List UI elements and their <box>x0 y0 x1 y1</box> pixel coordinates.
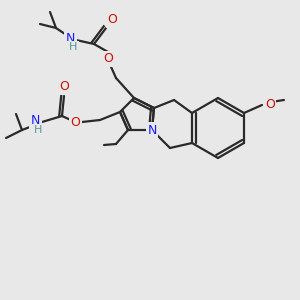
Text: O: O <box>103 52 113 65</box>
Text: N: N <box>66 32 75 44</box>
Text: H: H <box>69 42 77 52</box>
Text: O: O <box>107 13 117 26</box>
Text: N: N <box>31 115 40 128</box>
Text: H: H <box>34 125 42 135</box>
Text: O: O <box>59 80 69 93</box>
Text: N: N <box>147 124 157 136</box>
Text: O: O <box>70 116 80 128</box>
Text: O: O <box>265 98 275 110</box>
